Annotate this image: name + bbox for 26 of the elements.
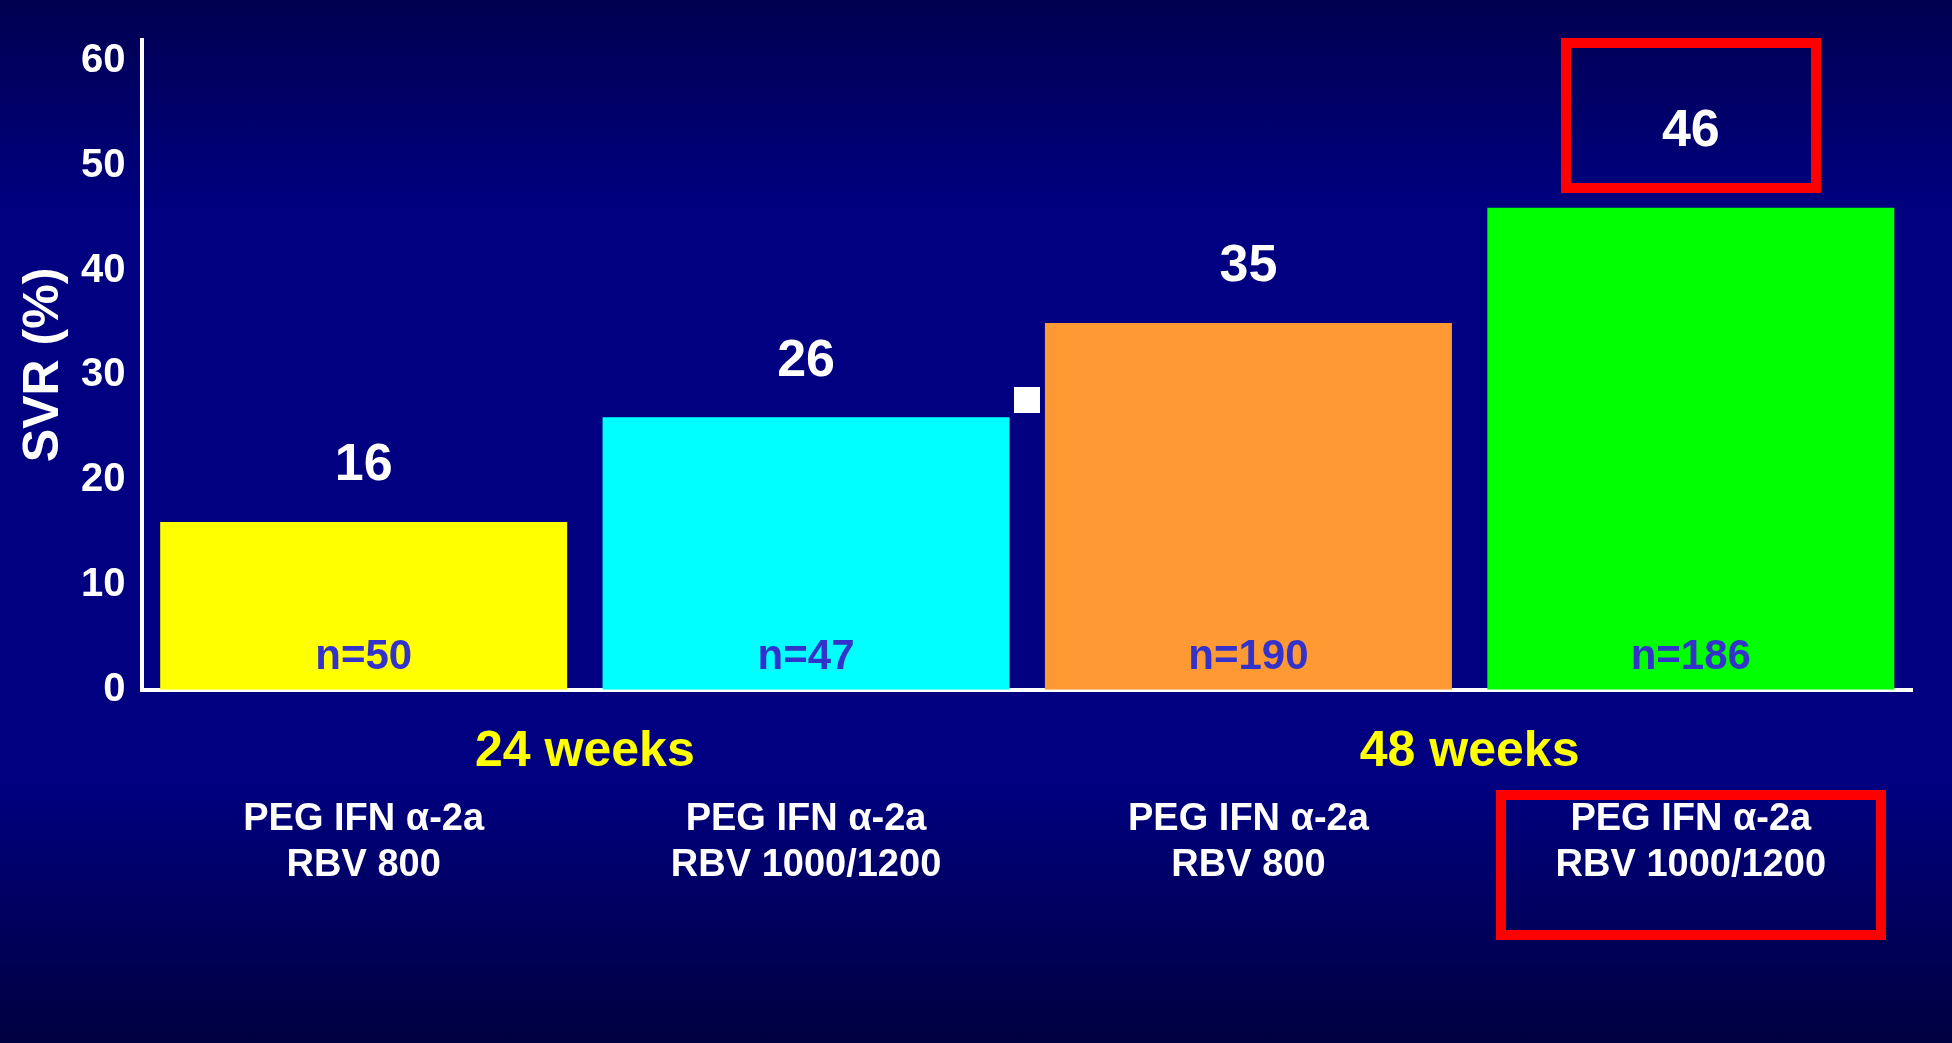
y-tick-label: 50	[80, 140, 126, 185]
y-tick-label: 60	[80, 35, 126, 80]
x-tick-label: PEG IFN α-2a RBV 1000/1200	[1555, 796, 1827, 884]
y-tick-label: 10	[80, 560, 126, 605]
annotation: n=50	[315, 631, 413, 679]
y-axis-title: SVR (%)	[12, 267, 69, 463]
annotation: n=190	[1188, 631, 1309, 679]
y-tick-label: 0	[103, 664, 126, 709]
x-tick-label: PEG IFN α-2a RBV 1000/1200	[670, 796, 942, 884]
y-tick-label: 40	[80, 245, 126, 290]
data-label: 35	[1219, 234, 1278, 293]
annotation: n=47	[757, 631, 855, 679]
data-label: 46	[1661, 99, 1720, 158]
bar	[1487, 207, 1895, 690]
data-label: 16	[334, 433, 393, 492]
x-tick-label: PEG IFN α-2a RBV 800	[1128, 796, 1370, 884]
annotation: n=186	[1630, 631, 1751, 679]
y-tick-label: 20	[80, 455, 126, 500]
text: 24 weeks	[475, 720, 695, 777]
text: 48 weeks	[1359, 720, 1580, 777]
bar	[1044, 322, 1452, 690]
y-tick-label: 30	[80, 350, 126, 395]
bar	[160, 522, 568, 690]
bar	[602, 417, 1010, 690]
data-label: 26	[777, 328, 835, 387]
x-tick-label: PEG IFN α-2a RBV 800	[243, 796, 485, 884]
